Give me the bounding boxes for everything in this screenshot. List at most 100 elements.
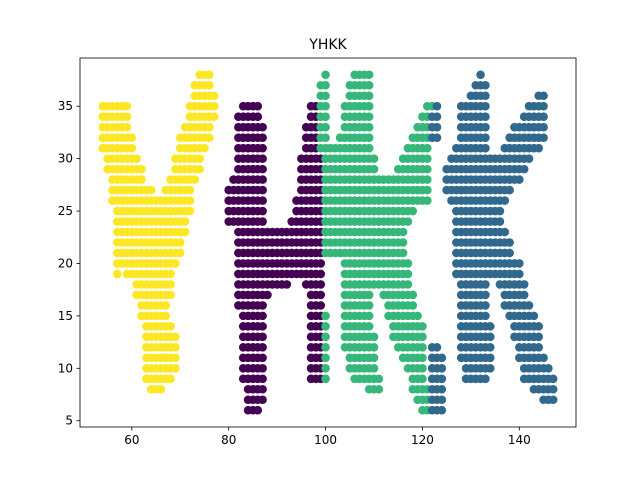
data-point (258, 301, 267, 310)
data-point (122, 101, 132, 111)
y-tick-label: 15 (58, 309, 73, 323)
y-tick-label: 25 (58, 204, 73, 218)
data-point (485, 343, 495, 352)
data-point (258, 364, 267, 373)
data-point (166, 280, 175, 289)
data-point (437, 353, 447, 363)
data-point (408, 301, 418, 310)
data-point (175, 238, 185, 247)
data-point (364, 91, 374, 101)
x-tick-label: 60 (124, 433, 139, 447)
data-point (369, 364, 379, 373)
data-point (321, 332, 330, 342)
data-point (195, 164, 204, 174)
series-2 (316, 70, 437, 415)
data-point (321, 322, 330, 331)
data-point (418, 374, 427, 384)
data-point (481, 91, 490, 101)
data-point (539, 122, 548, 132)
data-point (122, 112, 132, 121)
data-point (364, 70, 374, 80)
data-point (539, 353, 548, 363)
data-point (481, 80, 490, 90)
data-point (437, 364, 447, 373)
data-point (500, 227, 510, 237)
data-point (418, 343, 427, 352)
data-point (209, 91, 219, 101)
data-point (258, 217, 267, 226)
data-point (403, 269, 413, 279)
data-point (519, 290, 529, 300)
data-point (539, 101, 548, 111)
data-point (205, 70, 214, 80)
data-point (364, 80, 374, 90)
data-point (258, 206, 267, 216)
data-point (481, 290, 490, 300)
data-point (369, 353, 379, 363)
data-point (258, 384, 267, 394)
data-point (408, 206, 418, 216)
data-point (258, 143, 267, 153)
data-point (403, 217, 413, 226)
data-point (481, 133, 490, 142)
data-point (185, 185, 195, 195)
data-point (258, 175, 267, 184)
data-point (418, 332, 427, 342)
data-point (166, 374, 175, 384)
data-point (132, 154, 141, 163)
data-point (432, 112, 442, 121)
data-point (485, 322, 495, 331)
data-point (481, 101, 490, 111)
data-point (505, 248, 514, 258)
data-point (398, 238, 408, 247)
y-tick-label: 10 (58, 361, 73, 375)
data-point (432, 101, 442, 111)
data-point (481, 280, 490, 289)
chart-title: YHKK (308, 37, 347, 53)
data-point (481, 301, 490, 310)
data-point (418, 364, 427, 373)
data-point (258, 185, 267, 195)
data-point (432, 343, 442, 352)
data-point (166, 290, 175, 300)
series-0 (98, 70, 219, 394)
data-point (548, 395, 558, 405)
data-point (539, 112, 548, 121)
data-point (364, 101, 374, 111)
data-point (369, 154, 379, 163)
data-point (127, 143, 137, 153)
data-point (185, 196, 195, 205)
data-point (495, 206, 505, 216)
data-point (321, 101, 330, 111)
x-tick-label: 120 (411, 433, 434, 447)
data-point (253, 405, 263, 415)
data-point (519, 280, 529, 289)
data-point (258, 122, 267, 132)
data-point (316, 280, 326, 289)
data-point (364, 122, 374, 132)
data-point (258, 164, 267, 174)
data-point (534, 322, 543, 331)
x-axis: 60 80 100 120 140 (124, 427, 531, 447)
data-point (374, 384, 384, 394)
data-point (548, 374, 558, 384)
data-point (369, 332, 379, 342)
data-point (258, 353, 267, 363)
data-point (403, 280, 413, 289)
data-point (209, 112, 219, 121)
data-point (171, 259, 180, 268)
y-axis: 5 10 15 20 25 30 35 (58, 99, 80, 428)
x-tick-label: 100 (314, 433, 337, 447)
data-point (316, 259, 326, 268)
data-point (515, 269, 524, 279)
data-point (524, 301, 534, 310)
data-point (166, 269, 175, 279)
data-point (321, 80, 330, 90)
data-point (122, 122, 132, 132)
data-point (548, 384, 558, 394)
data-point (253, 101, 263, 111)
data-point (423, 164, 432, 174)
y-tick-label: 35 (58, 99, 73, 113)
data-point (481, 374, 490, 384)
